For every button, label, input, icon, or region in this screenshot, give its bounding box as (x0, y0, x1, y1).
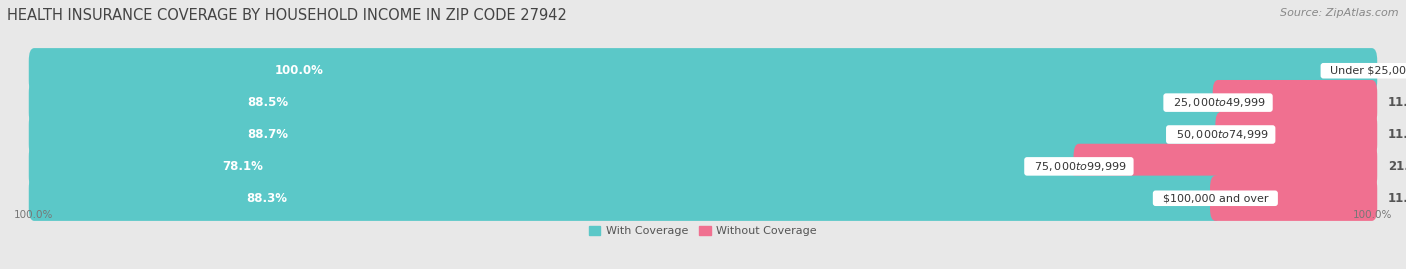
Text: 88.5%: 88.5% (247, 96, 288, 109)
FancyBboxPatch shape (30, 187, 1376, 210)
Text: 88.3%: 88.3% (246, 192, 288, 205)
Text: 78.1%: 78.1% (222, 160, 263, 173)
Text: $75,000 to $99,999: $75,000 to $99,999 (1026, 160, 1130, 173)
Text: 100.0%: 100.0% (14, 210, 53, 220)
Text: 21.9%: 21.9% (1388, 160, 1406, 173)
FancyBboxPatch shape (1213, 80, 1378, 125)
FancyBboxPatch shape (28, 48, 1378, 93)
FancyBboxPatch shape (30, 155, 1376, 178)
Text: $100,000 and over: $100,000 and over (1156, 193, 1275, 203)
FancyBboxPatch shape (30, 59, 1376, 82)
Text: 11.7%: 11.7% (1388, 192, 1406, 205)
Text: 0.0%: 0.0% (1388, 64, 1406, 77)
FancyBboxPatch shape (28, 176, 1220, 221)
Text: 11.5%: 11.5% (1388, 96, 1406, 109)
FancyBboxPatch shape (28, 80, 1223, 125)
Text: $25,000 to $49,999: $25,000 to $49,999 (1166, 96, 1270, 109)
FancyBboxPatch shape (1211, 176, 1378, 221)
FancyBboxPatch shape (28, 144, 1084, 189)
Text: $50,000 to $74,999: $50,000 to $74,999 (1168, 128, 1272, 141)
Text: 100.0%: 100.0% (276, 64, 323, 77)
FancyBboxPatch shape (30, 91, 1376, 114)
Text: 88.7%: 88.7% (247, 128, 288, 141)
Text: 100.0%: 100.0% (1353, 210, 1392, 220)
Text: HEALTH INSURANCE COVERAGE BY HOUSEHOLD INCOME IN ZIP CODE 27942: HEALTH INSURANCE COVERAGE BY HOUSEHOLD I… (7, 8, 567, 23)
FancyBboxPatch shape (1074, 144, 1378, 189)
FancyBboxPatch shape (28, 112, 1226, 157)
FancyBboxPatch shape (1215, 112, 1378, 157)
Text: Source: ZipAtlas.com: Source: ZipAtlas.com (1281, 8, 1399, 18)
FancyBboxPatch shape (30, 123, 1376, 146)
Text: 11.3%: 11.3% (1388, 128, 1406, 141)
Text: Under $25,000: Under $25,000 (1323, 66, 1406, 76)
Legend: With Coverage, Without Coverage: With Coverage, Without Coverage (585, 221, 821, 241)
